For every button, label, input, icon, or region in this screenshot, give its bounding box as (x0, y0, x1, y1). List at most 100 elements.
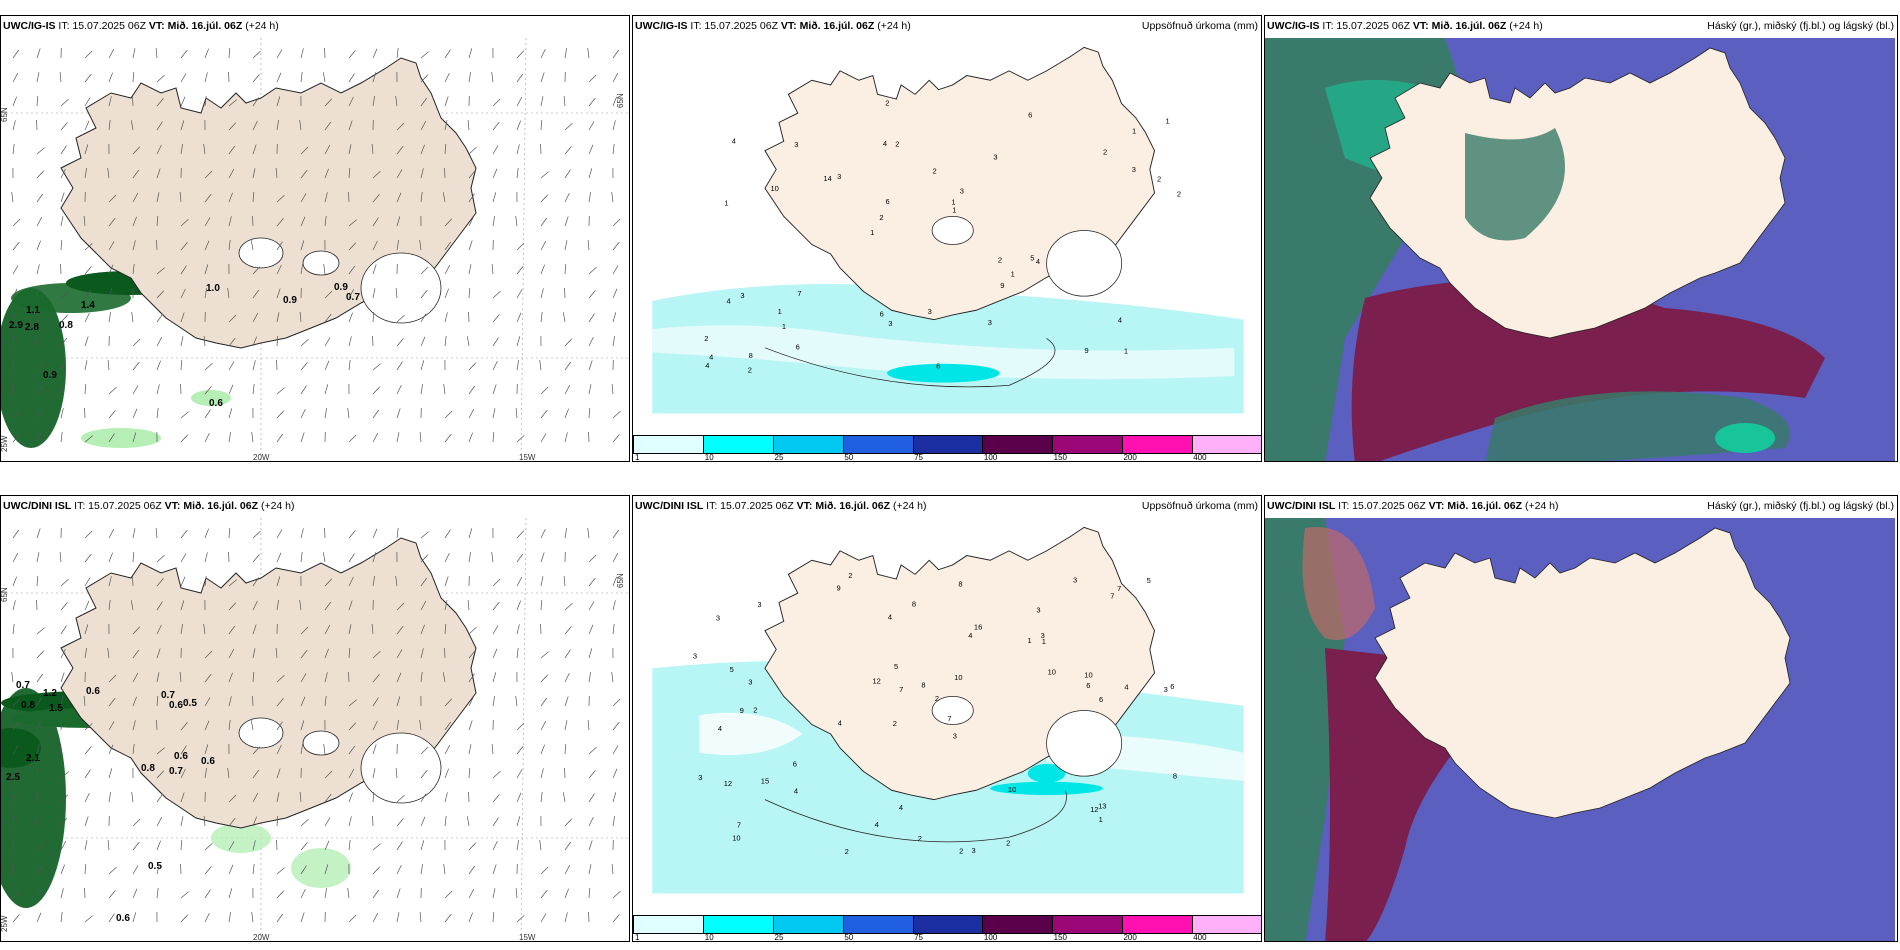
wind-barb (132, 338, 141, 347)
precip-value: 6 (1028, 110, 1032, 119)
wind-barb (588, 192, 591, 203)
wind-barb (516, 73, 524, 83)
wind-barb (12, 265, 19, 275)
wind-barb (60, 794, 69, 803)
wind-barb (204, 697, 211, 707)
wind-barb (324, 625, 331, 635)
wind-barb (491, 743, 494, 755)
wind-barb (612, 288, 618, 299)
wind-barb (348, 816, 352, 827)
wind-barb (467, 599, 470, 611)
wind-barb (588, 267, 597, 275)
wind-barb (228, 71, 230, 83)
wind-barb (300, 432, 305, 443)
colorbar-cell (913, 436, 984, 453)
wind-barb (36, 217, 43, 227)
wind-barb (348, 722, 357, 731)
wind-barb (300, 912, 305, 923)
wind-barb (564, 841, 572, 851)
wind-barb (252, 577, 259, 587)
wind-barb (299, 311, 302, 323)
panel-title: UWC/IG-IS IT: 15.07.2025 06Z VT: Mið. 16… (635, 20, 911, 32)
wind-barb (252, 97, 259, 107)
wind-barb (348, 336, 352, 347)
wind-barb (12, 49, 20, 59)
wind-barb (84, 383, 87, 395)
precip-value: 1 (1099, 815, 1103, 824)
precip-panel-top: UWC/IG-IS IT: 15.07.2025 06Z VT: Mið. 16… (632, 15, 1262, 462)
wind-map: 1.0 0.9 0.9 0.7 1.4 1.1 2.9 2.8 0.8 0.9 … (1, 38, 629, 461)
wind-barb (444, 241, 452, 251)
wind-barb (468, 432, 473, 443)
wind-barb (564, 649, 571, 659)
wind-barb (276, 359, 278, 371)
wind-barb (36, 552, 40, 563)
wind-barb (131, 792, 134, 803)
wind-barb (156, 555, 165, 563)
wind-barb (516, 745, 524, 755)
wind-barb (12, 73, 19, 83)
wind-barb (588, 431, 590, 443)
wind-barb (468, 912, 473, 923)
wind-barb (107, 168, 110, 179)
wind-barb (612, 49, 620, 59)
colorbar-cell (634, 916, 704, 933)
precip-value: 4 (899, 803, 903, 812)
wind-barb (492, 408, 496, 419)
wind-barb (132, 912, 137, 923)
wind-barb (468, 889, 475, 899)
wind-barb (564, 361, 572, 371)
wind-barb (395, 287, 398, 299)
wind-barb (84, 648, 87, 659)
wind-barb (324, 864, 329, 875)
wind-barb (372, 697, 379, 707)
colorbar-cell (1123, 436, 1194, 453)
wind-barb (228, 696, 232, 707)
wind-barb (372, 240, 378, 251)
wind-barb (396, 48, 399, 59)
wind-barb (444, 552, 450, 563)
wind-barb (156, 770, 165, 779)
wind-barb (516, 242, 525, 251)
wind-barb (12, 411, 21, 419)
wind-barb (84, 407, 86, 419)
precip-value: 3 (1041, 631, 1045, 640)
wind-barb (300, 240, 305, 251)
precip-value: 3 (953, 731, 957, 740)
wind-barb (276, 529, 283, 539)
wind-barb (275, 167, 278, 179)
wind-barb (156, 313, 164, 323)
wind-barb (299, 791, 302, 803)
wind-barb (60, 432, 63, 443)
wind-barb (419, 911, 422, 923)
wind-barb (60, 602, 68, 611)
wind-barb (372, 744, 377, 755)
wind-barb (420, 601, 427, 611)
wind-barb (348, 769, 355, 779)
wind-barb (348, 434, 357, 443)
wind-barb (611, 383, 614, 395)
wind-barb (252, 746, 261, 755)
wind-barb (492, 291, 501, 299)
wind-barb (396, 338, 404, 347)
wind-barb (228, 408, 233, 419)
colorbar-tick: 100 (983, 453, 998, 462)
wind-barb (588, 121, 595, 131)
precip-value: 3 (837, 172, 841, 181)
precip-value: 15 (761, 777, 769, 786)
wind-barb (156, 384, 160, 395)
wind-barb (228, 169, 235, 179)
wind-barb (611, 863, 614, 875)
precip-value: 2 (748, 365, 752, 374)
wind-barb (348, 120, 353, 131)
wind-barb (348, 647, 351, 659)
wind-barb (204, 768, 207, 779)
wind-barb (36, 72, 40, 83)
wind-barb (588, 313, 595, 323)
wind-barb (84, 530, 93, 539)
wind-barb (468, 744, 472, 755)
wind-barb (228, 794, 237, 803)
wind-barb (540, 866, 549, 875)
wind-barb (323, 264, 326, 275)
wind-barb (84, 336, 89, 347)
